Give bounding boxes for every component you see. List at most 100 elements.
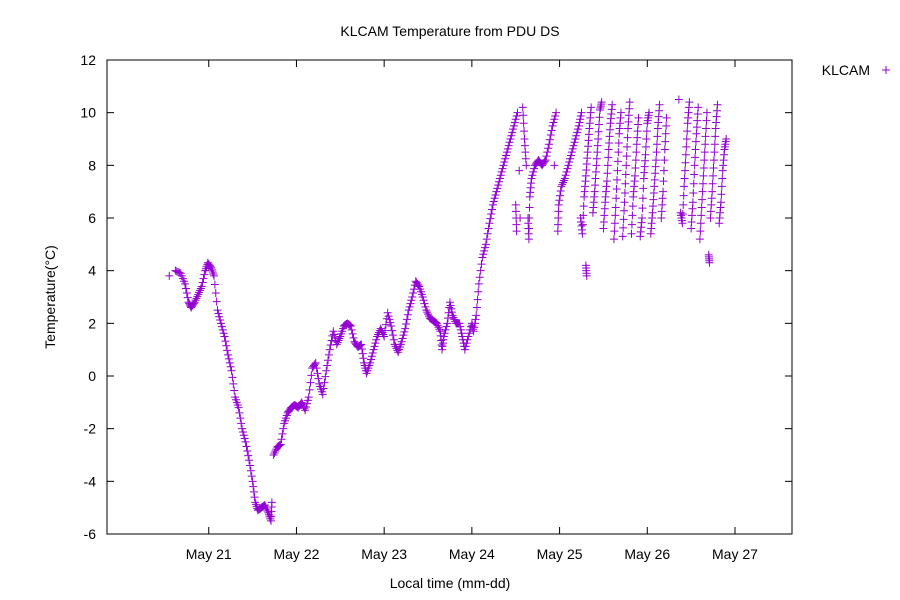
data-point bbox=[302, 399, 311, 408]
data-point bbox=[246, 466, 255, 475]
data-point bbox=[472, 303, 481, 312]
data-point bbox=[718, 174, 727, 183]
data-point bbox=[388, 326, 397, 335]
data-point bbox=[359, 354, 368, 363]
data-point bbox=[399, 331, 408, 340]
data-point bbox=[486, 214, 495, 223]
data-point bbox=[263, 506, 272, 515]
data-point bbox=[652, 140, 661, 149]
data-point bbox=[660, 145, 669, 154]
data-point bbox=[614, 138, 623, 147]
data-point bbox=[698, 195, 707, 204]
data-point bbox=[701, 140, 710, 149]
data-point bbox=[234, 403, 243, 412]
data-point bbox=[702, 108, 711, 117]
data-point bbox=[602, 177, 611, 186]
data-point bbox=[386, 318, 395, 327]
data-point bbox=[710, 140, 719, 149]
data-point bbox=[575, 118, 584, 127]
data-point bbox=[487, 210, 496, 219]
data-point bbox=[661, 129, 670, 138]
data-point bbox=[181, 279, 190, 288]
data-point bbox=[488, 205, 497, 214]
data-point bbox=[445, 303, 454, 312]
data-point bbox=[497, 167, 506, 176]
data-point bbox=[306, 378, 315, 387]
data-point bbox=[705, 258, 714, 267]
data-point bbox=[627, 220, 636, 229]
data-point bbox=[198, 278, 207, 287]
data-point bbox=[638, 204, 647, 213]
data-point bbox=[660, 156, 669, 165]
data-point bbox=[379, 330, 388, 339]
data-point bbox=[541, 156, 550, 165]
data-point bbox=[405, 302, 414, 311]
data-point bbox=[192, 294, 201, 303]
data-point bbox=[628, 202, 637, 211]
data-point bbox=[208, 267, 217, 276]
data-point bbox=[690, 161, 699, 170]
data-point bbox=[708, 187, 717, 196]
data-point bbox=[311, 358, 320, 367]
data-point bbox=[614, 148, 623, 157]
data-point bbox=[513, 108, 522, 117]
y-tick-label: 10 bbox=[80, 105, 96, 121]
data-point bbox=[238, 424, 247, 433]
data-point bbox=[491, 190, 500, 199]
data-point bbox=[330, 330, 339, 339]
data-point bbox=[210, 271, 219, 280]
data-point bbox=[722, 135, 731, 143]
data-point bbox=[500, 158, 509, 167]
data-point bbox=[224, 354, 233, 363]
data-point bbox=[479, 250, 488, 259]
data-point bbox=[385, 315, 394, 324]
data-point bbox=[698, 187, 707, 196]
data-point bbox=[335, 334, 344, 343]
y-axis-label: Temperature(°C) bbox=[42, 245, 58, 349]
data-point bbox=[326, 341, 335, 350]
data-point bbox=[447, 304, 456, 313]
data-point bbox=[682, 142, 691, 151]
data-point bbox=[525, 214, 534, 222]
data-point bbox=[482, 235, 491, 244]
data-point bbox=[569, 141, 578, 150]
data-point bbox=[568, 144, 577, 153]
data-point bbox=[461, 342, 470, 351]
data-point bbox=[244, 451, 253, 460]
data-point bbox=[401, 324, 410, 333]
x-tick-label: May 24 bbox=[449, 546, 495, 562]
data-point bbox=[493, 184, 502, 193]
data-point bbox=[455, 319, 464, 328]
y-tick-label: 8 bbox=[88, 157, 96, 173]
data-point bbox=[545, 140, 554, 149]
data-point bbox=[662, 121, 671, 130]
data-point bbox=[230, 386, 239, 395]
data-point bbox=[297, 398, 306, 407]
data-point bbox=[329, 327, 338, 336]
data-point bbox=[561, 171, 570, 180]
data-point bbox=[313, 369, 322, 378]
data-point bbox=[492, 187, 501, 196]
data-point bbox=[269, 451, 278, 459]
data-point bbox=[680, 174, 689, 183]
data-point bbox=[251, 498, 260, 507]
data-point bbox=[245, 461, 254, 470]
data-point bbox=[697, 211, 706, 220]
data-point bbox=[512, 227, 521, 236]
data-point bbox=[582, 271, 591, 280]
data-point bbox=[349, 333, 358, 342]
data-point bbox=[699, 163, 708, 172]
plot-area-border bbox=[106, 59, 793, 535]
data-point bbox=[215, 312, 224, 321]
data-point bbox=[197, 282, 206, 291]
data-point bbox=[550, 115, 559, 124]
data-point bbox=[611, 203, 620, 212]
data-point bbox=[702, 124, 711, 133]
data-point bbox=[433, 321, 442, 330]
data-point bbox=[552, 108, 561, 117]
data-point bbox=[627, 229, 636, 238]
data-point bbox=[573, 125, 582, 134]
data-point bbox=[408, 293, 417, 301]
data-point bbox=[367, 355, 376, 364]
data-point bbox=[404, 306, 413, 315]
